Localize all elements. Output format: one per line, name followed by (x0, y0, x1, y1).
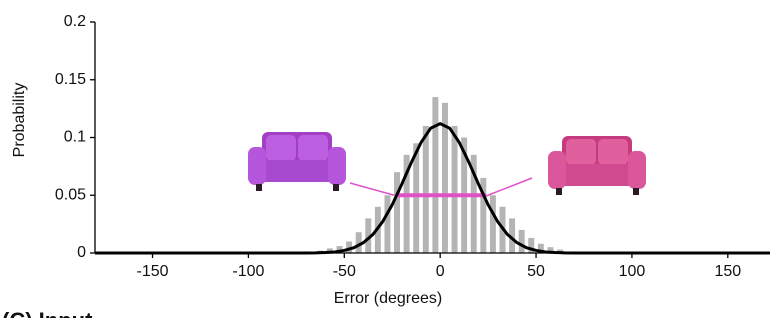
bar (432, 97, 438, 253)
x-axis-label: Error (degrees) (334, 290, 442, 307)
chart: Error (degrees) Probability (C) Input 0 0… (0, 0, 770, 318)
x-tick-label: 0 (436, 263, 445, 280)
y-axis-label: Probability (11, 83, 28, 158)
bar (384, 195, 390, 253)
panel-label: (C) Input (2, 308, 93, 318)
x-tick-label: 150 (714, 263, 741, 280)
bar (490, 195, 496, 253)
pink-sofa (548, 136, 646, 195)
x-tick-label: -150 (137, 263, 169, 280)
connector (486, 178, 532, 196)
x-tick-label: 100 (619, 263, 646, 280)
y-tick-label: 0.2 (64, 13, 86, 30)
y-tick-label: 0.05 (55, 186, 86, 203)
x-tick-label: 50 (527, 263, 545, 280)
x-tick-label: -50 (333, 263, 356, 280)
bar (452, 126, 458, 253)
bar (394, 172, 400, 253)
connector (350, 183, 397, 196)
x-tick-label: -100 (232, 263, 264, 280)
y-tick-label: 0.1 (64, 129, 86, 146)
purple-sofa (248, 132, 346, 191)
bar (519, 230, 525, 253)
y-tick-label: 0 (77, 244, 86, 261)
bar (423, 126, 429, 253)
y-tick-label: 0.15 (55, 71, 86, 88)
